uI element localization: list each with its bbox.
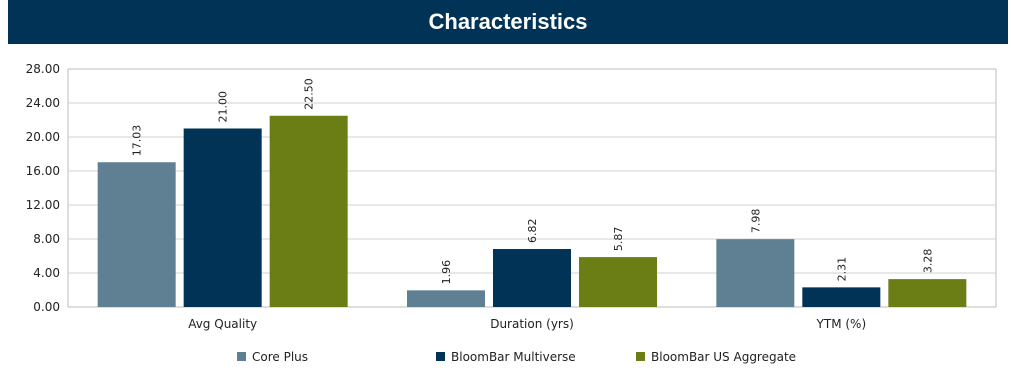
data-label: 1.96 (440, 260, 453, 285)
bar (269, 115, 348, 307)
bar (407, 290, 485, 307)
legend-swatch (436, 352, 445, 361)
bar (716, 239, 795, 307)
bar (579, 257, 657, 307)
y-tick-label: 0.00 (33, 300, 60, 314)
chart-title-banner: Characteristics (8, 0, 1008, 44)
bar (888, 279, 967, 307)
legend-label: BloomBar US Aggregate (651, 350, 796, 364)
x-category-label: Avg Quality (188, 317, 257, 331)
chart-title: Characteristics (428, 9, 588, 34)
x-category-label: Duration (yrs) (490, 317, 574, 331)
data-label: 6.82 (526, 219, 539, 244)
bar (97, 162, 176, 307)
y-tick-label: 28.00 (26, 62, 60, 76)
y-tick-label: 4.00 (33, 266, 60, 280)
y-tick-label: 24.00 (26, 96, 60, 110)
legend-label: Core Plus (252, 350, 308, 364)
data-label: 5.87 (612, 227, 625, 252)
data-label: 2.31 (835, 257, 848, 282)
data-label: 22.50 (303, 78, 316, 110)
bar (802, 287, 881, 307)
legend-swatch (237, 352, 246, 361)
data-label: 7.98 (749, 209, 762, 234)
y-tick-label: 16.00 (26, 164, 60, 178)
bar (183, 128, 262, 307)
legend-swatch (636, 352, 645, 361)
data-label: 3.28 (921, 249, 934, 274)
y-tick-label: 8.00 (33, 232, 60, 246)
bar (493, 249, 571, 307)
x-category-label: YTM (%) (816, 317, 867, 331)
data-label: 21.00 (217, 91, 230, 123)
data-label: 17.03 (131, 125, 144, 157)
y-tick-label: 20.00 (26, 130, 60, 144)
y-tick-label: 12.00 (26, 198, 60, 212)
legend-label: BloomBar Multiverse (451, 350, 576, 364)
